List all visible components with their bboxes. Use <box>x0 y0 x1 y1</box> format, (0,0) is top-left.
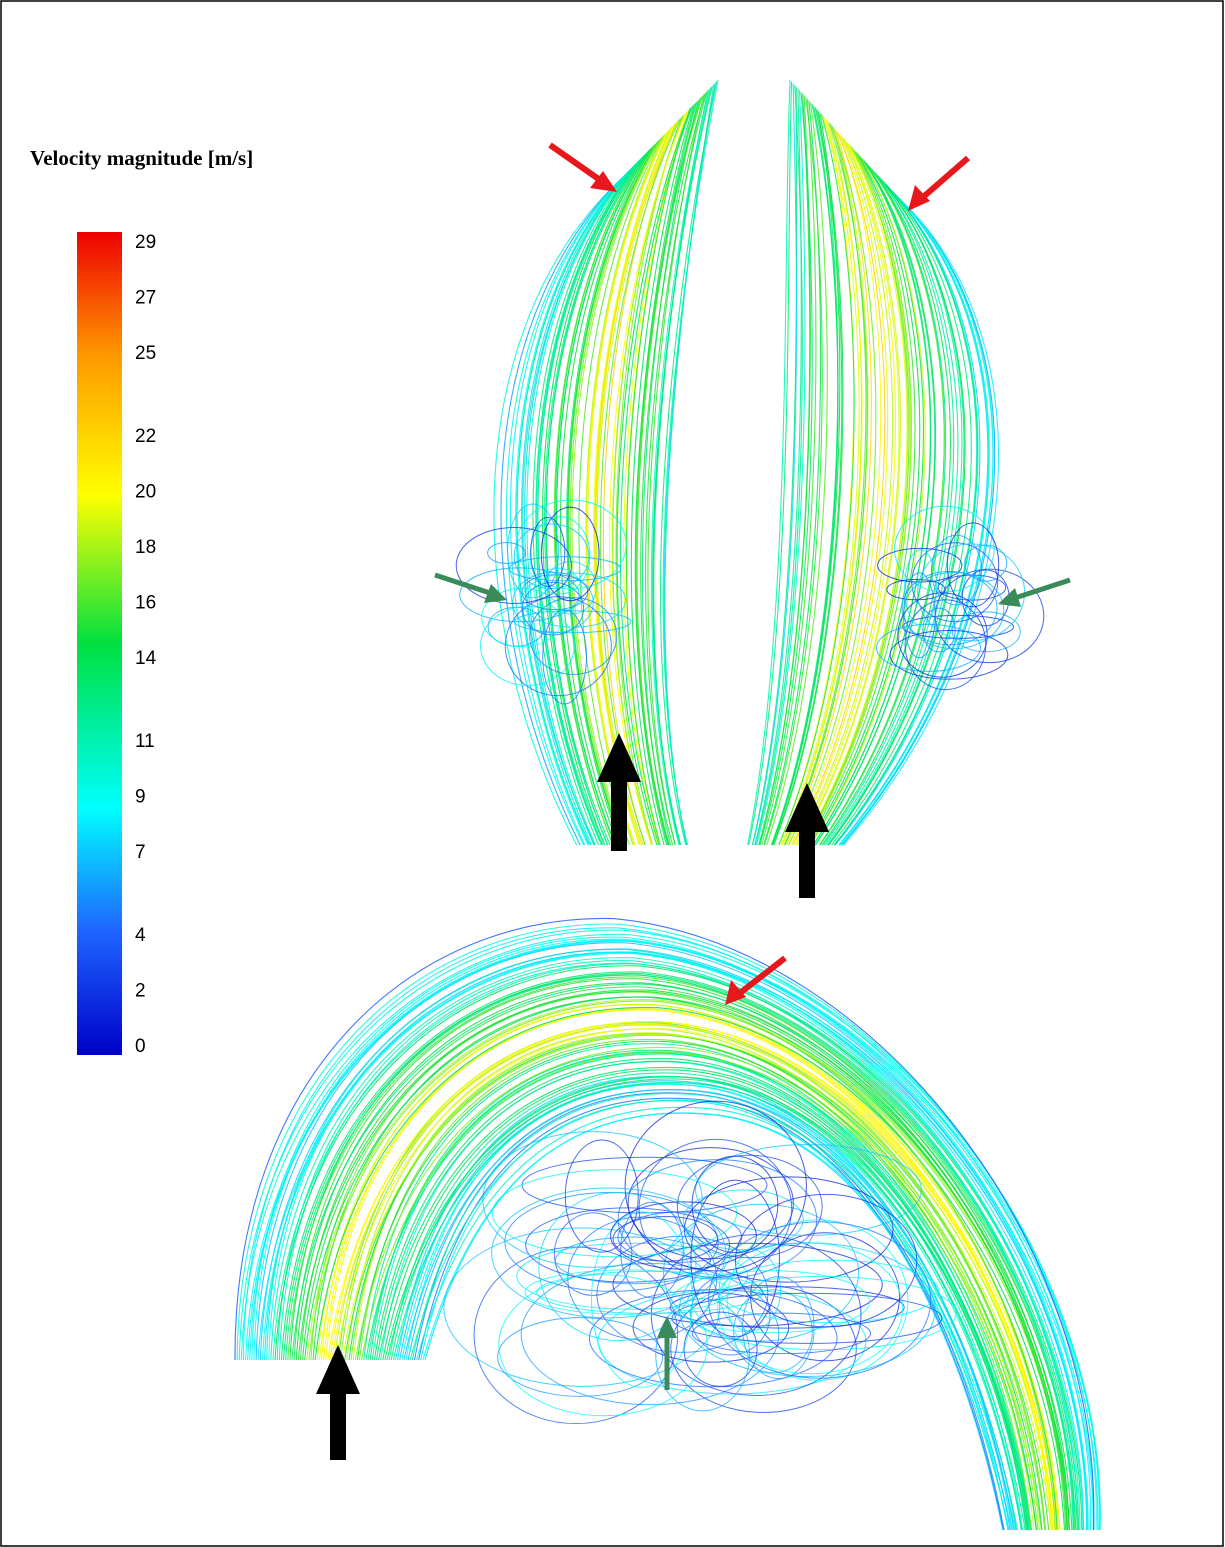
colorbar-tick-label: 2 <box>135 981 146 1002</box>
colorbar <box>77 232 122 1055</box>
colorbar-tick-label: 16 <box>135 592 156 613</box>
colorbar-tick-label: 18 <box>135 537 156 558</box>
colorbar-tick-label: 11 <box>135 731 155 752</box>
colorbar-tick-label: 9 <box>135 786 146 807</box>
colorbar-tick-label: 22 <box>135 426 156 447</box>
colorbar-tick-label: 27 <box>135 287 156 308</box>
colorbar-tick-label: 14 <box>135 648 157 669</box>
colorbar-tick-label: 4 <box>135 925 146 946</box>
figure: Velocity magnitude [m/s] 292725222018161… <box>0 0 1225 1547</box>
colorbar-tick-label: 7 <box>135 842 146 863</box>
colorbar-tick-label: 0 <box>135 1036 146 1057</box>
colorbar-tick-label: 29 <box>135 232 156 253</box>
colorbar-tick-label: 25 <box>135 343 156 364</box>
colorbar-tick-label: 20 <box>135 482 156 503</box>
legend-title: Velocity magnitude [m/s] <box>30 146 253 170</box>
